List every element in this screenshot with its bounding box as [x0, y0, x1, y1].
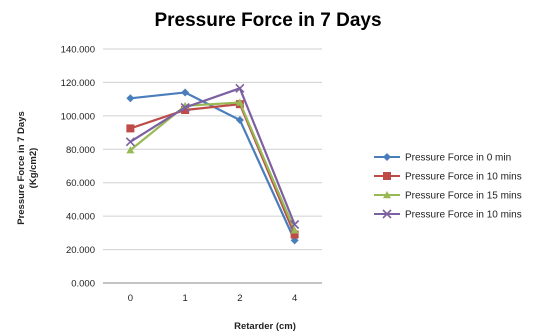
y-tick-label: 80.000 — [66, 145, 95, 156]
data-point — [235, 83, 245, 93]
legend-marker — [382, 209, 392, 219]
data-point — [180, 102, 190, 113]
x-axis-label: Retarder (cm) — [234, 321, 296, 332]
legend-label: Pressure Force in 0 min — [405, 153, 511, 164]
data-point — [181, 88, 190, 97]
data-point — [290, 219, 300, 230]
y-tick-label: 100.000 — [61, 111, 95, 122]
series-1 — [126, 88, 299, 245]
legend-marker — [383, 191, 391, 199]
series-line — [129, 86, 296, 225]
data-point — [235, 98, 244, 106]
series-line — [130, 91, 296, 241]
data-point — [235, 116, 244, 125]
data-point — [125, 137, 135, 147]
y-axis-label: Pressure Force in 7 Days (Kg/cm2) — [16, 111, 39, 225]
data-point — [290, 226, 299, 234]
x-tick-label: 0 — [128, 293, 133, 304]
legend-entry: Pressure Force in 10 mins — [374, 172, 522, 183]
y-tick-label: 140.000 — [61, 45, 95, 56]
legend-entry: Pressure Force in 15 mins — [374, 191, 522, 202]
legend-entry: Pressure Force in 0 min — [374, 153, 511, 164]
legend-marker — [383, 153, 391, 161]
y-axis-label-line-1: Pressure Force in 7 Days — [16, 111, 27, 225]
y-tick-label: 0.000 — [71, 279, 95, 290]
series-line — [129, 101, 296, 231]
legend-label: Pressure Force in 15 mins — [405, 191, 522, 202]
y-axis-ticks: 0.000 20.000 40.000 60.000 80.000 100.000 120.… — [61, 45, 95, 290]
series-3 — [126, 98, 299, 234]
legend-entry: Pressure Force in 10 mins — [374, 209, 522, 221]
grid-lines — [103, 48, 322, 284]
legend-label: Pressure Force in 10 mins — [405, 210, 522, 221]
data-point — [290, 230, 299, 239]
chart-title: Pressure Force in 7 Days — [154, 10, 381, 31]
series-line — [130, 102, 296, 235]
y-tick-label: 60.000 — [66, 178, 95, 189]
legend-label: Pressure Force in 10 mins — [405, 172, 522, 183]
data-point — [126, 94, 135, 103]
y-tick-label: 40.000 — [66, 212, 95, 223]
y-axis-label-line-2: (Kg/cm2) — [28, 148, 39, 189]
series-layer — [125, 83, 300, 245]
x-tick-label: 2 — [237, 293, 242, 304]
data-point — [126, 146, 135, 154]
legend-marker — [383, 172, 391, 180]
series-4 — [125, 83, 300, 230]
x-tick-label: 1 — [182, 293, 187, 304]
x-tick-label: 4 — [292, 293, 297, 304]
data-point — [181, 106, 190, 115]
legend: Pressure Force in 0 min Pressure Force in… — [374, 153, 522, 221]
data-point — [126, 124, 135, 133]
y-tick-label: 120.000 — [61, 78, 95, 89]
y-tick-label: 20.000 — [66, 245, 95, 256]
x-axis-ticks: 0 1 2 4 — [128, 293, 298, 304]
